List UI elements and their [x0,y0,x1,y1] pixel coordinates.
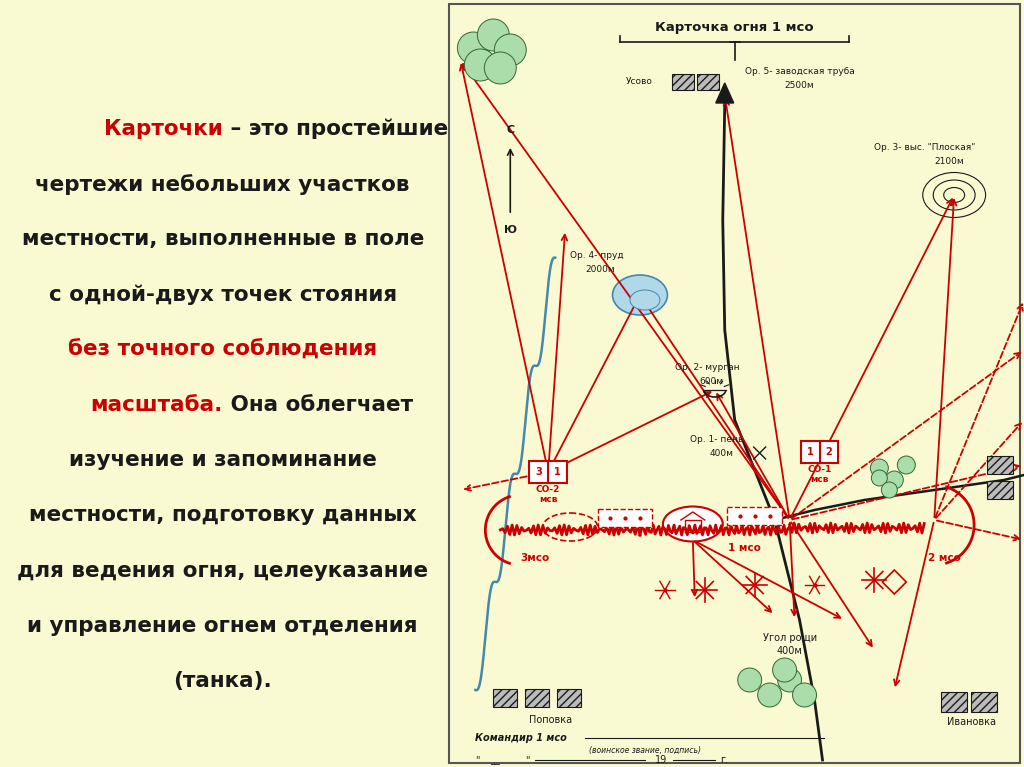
Text: Ор. 2- мурган: Ор. 2- мурган [675,364,739,373]
Text: 400м: 400м [777,646,803,656]
Text: и управление огнем отделения: и управление огнем отделения [28,616,418,636]
Text: без точного соблюдения: без точного соблюдения [69,340,377,360]
Bar [971,692,997,712]
Text: 600м: 600м [699,377,724,387]
Bar [987,481,1013,499]
Circle shape [870,459,889,477]
Text: Угол рощи: Угол рощи [763,633,817,643]
Text: для ведения огня, целеуказание: для ведения огня, целеуказание [17,561,428,581]
Text: мсв: мсв [810,476,828,485]
Polygon shape [716,83,734,103]
Text: Усово: Усово [626,77,653,87]
Bar [696,74,719,90]
Text: г.: г. [720,755,728,765]
Text: СО-2: СО-2 [536,485,560,493]
Text: (танка).: (танка). [173,671,272,691]
Text: местности, подготовку данных: местности, подготовку данных [29,505,417,525]
Text: с одной-двух точек стояния: с одной-двух точек стояния [49,285,396,305]
Circle shape [465,49,497,81]
Bar [801,441,839,463]
Text: 3мсо: 3мсо [520,553,550,563]
Circle shape [882,482,897,498]
Bar [557,689,581,707]
Text: Ор. 3- выс. "Плоская": Ор. 3- выс. "Плоская" [874,143,976,153]
Text: 2000м: 2000м [585,265,614,274]
Text: чертежи небольших участков: чертежи небольших участков [36,174,410,195]
Circle shape [886,471,903,489]
Text: СО-1: СО-1 [807,465,831,473]
Circle shape [897,456,915,474]
Text: ": " [525,755,529,765]
Text: изучение и запоминание: изучение и запоминание [69,450,377,470]
Text: Поповка: Поповка [528,715,571,725]
Text: местности, выполненные в поле: местности, выполненные в поле [22,229,424,249]
Text: Карточка огня 1 мсо: Карточка огня 1 мсо [655,21,814,35]
Text: 2 мсо: 2 мсо [928,553,961,563]
Text: Она облегчает: Она облегчает [223,395,413,415]
Bar [598,509,652,527]
Bar [987,456,1013,474]
Text: – это простейшие: – это простейшие [223,119,447,140]
Circle shape [871,470,888,486]
Text: 3: 3 [536,467,543,477]
Text: масштаба.: масштаба. [90,395,223,415]
Text: 1 мсо: 1 мсо [728,543,761,553]
Text: 1: 1 [554,467,560,477]
Circle shape [758,683,781,707]
Bar [672,74,694,90]
Text: 2500м: 2500м [784,81,814,91]
Circle shape [737,668,762,692]
Text: Ю: Ю [504,225,517,235]
Ellipse shape [663,506,723,542]
Text: Командир 1 мсо: Командир 1 мсо [475,733,567,743]
Circle shape [458,32,489,64]
Bar [529,461,567,483]
Text: (воинское звание, подпись): (воинское звание, подпись) [589,746,701,755]
Circle shape [484,52,516,84]
Text: 400м: 400м [710,449,734,459]
Text: 2100м: 2100м [934,157,964,166]
Text: 2: 2 [825,447,831,457]
Circle shape [773,658,797,682]
Text: Ор. 5- заводская труба: Ор. 5- заводская труба [744,67,854,77]
Ellipse shape [630,290,659,310]
Text: Карточки: Карточки [104,119,223,139]
Circle shape [777,668,802,692]
Bar [494,689,517,707]
Ellipse shape [612,275,668,315]
Text: ": " [475,755,480,765]
Circle shape [793,683,816,707]
Text: мсв: мсв [539,495,557,505]
Text: Ор. 4- пруд: Ор. 4- пруд [570,251,624,259]
Text: С: С [506,125,514,135]
Text: 19: 19 [655,755,668,765]
Bar [727,507,782,525]
Text: 1: 1 [807,447,814,457]
Bar [941,692,967,712]
Circle shape [495,34,526,66]
Bar [525,689,549,707]
Text: __: __ [490,755,500,765]
Text: Ивановка: Ивановка [946,717,995,727]
Text: Ор. 1- пень: Ор. 1- пень [690,436,743,445]
Circle shape [477,19,509,51]
